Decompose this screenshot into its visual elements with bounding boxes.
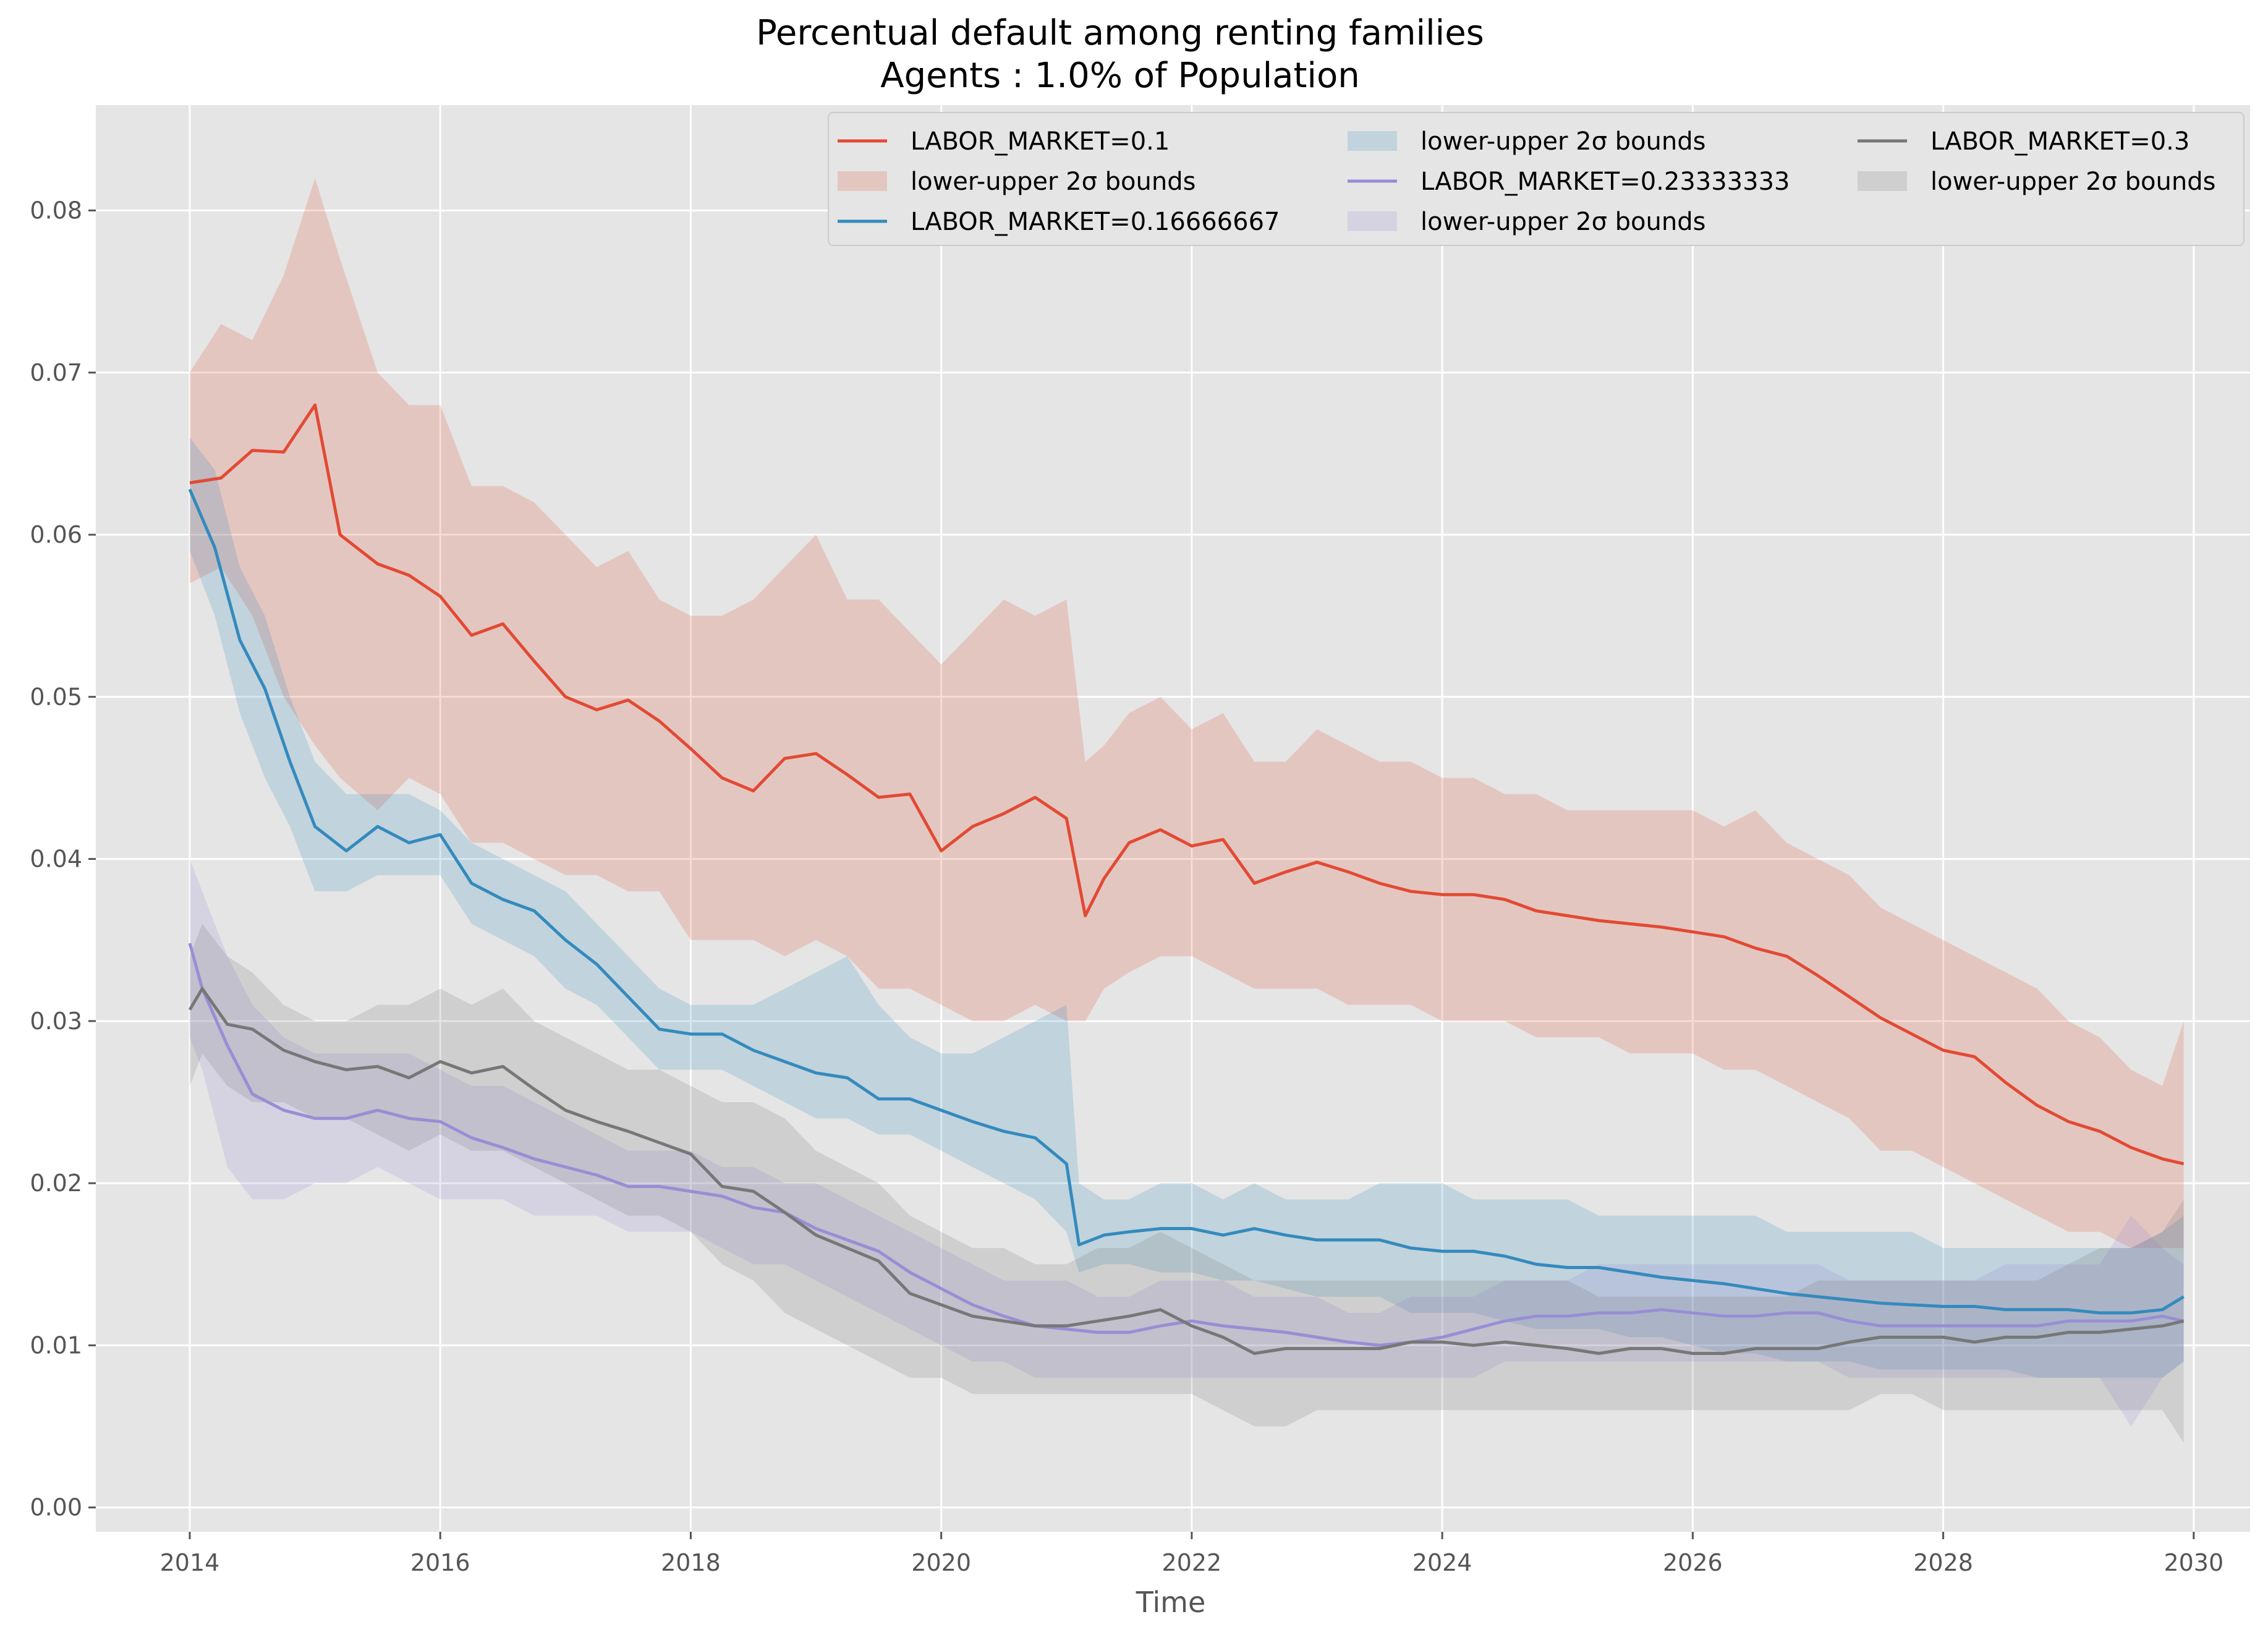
y-tick-label: 0.01 <box>30 1331 82 1359</box>
legend-band-swatch <box>838 171 887 191</box>
x-tick-label: 2020 <box>911 1549 971 1576</box>
legend-entry-band-3: lower-upper 2σ bounds <box>1348 208 1705 236</box>
legend-entry-line-4: LABOR_MARKET=0.3 <box>1858 127 2189 156</box>
x-tick-label: 2016 <box>410 1549 470 1576</box>
confidence-band-series-3 <box>189 859 2184 1427</box>
chart-title: Percentual default among renting familie… <box>756 13 1484 53</box>
x-tick-label: 2014 <box>160 1549 220 1576</box>
legend-entry-band-1: lower-upper 2σ bounds <box>838 168 1196 196</box>
legend-entry-line-2: LABOR_MARKET=0.16666667 <box>838 208 1280 236</box>
plot-area <box>96 105 2250 1532</box>
series-line-4 <box>188 987 2185 1355</box>
legend-band-swatch <box>1858 171 1907 191</box>
x-tick-label: 2026 <box>1663 1549 1723 1576</box>
legend-entry-line-3: LABOR_MARKET=0.23333333 <box>1348 168 1790 196</box>
y-tick-label: 0.06 <box>30 521 82 548</box>
legend-label: lower-upper 2σ bounds <box>1930 168 2215 196</box>
legend-label: lower-upper 2σ bounds <box>1421 127 1705 156</box>
legend-band-swatch <box>1348 131 1397 151</box>
legend-label: LABOR_MARKET=0.1 <box>911 127 1170 156</box>
y-tick-label: 0.07 <box>30 359 82 386</box>
y-tick-label: 0.00 <box>30 1494 82 1521</box>
legend-label: lower-upper 2σ bounds <box>911 168 1196 196</box>
confidence-band-series-1 <box>189 178 2184 1249</box>
x-tick-label: 2024 <box>1412 1549 1472 1576</box>
grid <box>96 105 2250 1532</box>
legend-label: LABOR_MARKET=0.3 <box>1930 127 2189 156</box>
x-tick-label: 2018 <box>661 1549 721 1576</box>
series-line-1 <box>189 403 2185 1166</box>
legend: LABOR_MARKET=0.1 lower-upper 2σ bounds LAB… <box>828 112 2245 246</box>
y-tick-label: 0.08 <box>30 197 82 224</box>
y-tick-label: 0.05 <box>30 683 82 710</box>
legend-entry-line-1: LABOR_MARKET=0.1 <box>838 127 1170 156</box>
x-tick-label: 2028 <box>1913 1549 1973 1576</box>
chart-subtitle: Agents : 1.0% of Population <box>880 56 1359 96</box>
x-tick-label: 2022 <box>1162 1549 1222 1576</box>
series-lines <box>188 403 2185 1355</box>
axis-ticks: 2014 2016 2018 2020 2022 2024 2026 2028 2030 0.00… <box>30 197 2223 1576</box>
legend-label: lower-upper 2σ bounds <box>1421 208 1705 236</box>
legend-entry-band-4: lower-upper 2σ bounds <box>1858 168 2215 196</box>
series-line-3 <box>188 943 2185 1347</box>
legend-label: LABOR_MARKET=0.23333333 <box>1421 168 1790 196</box>
legend-label: LABOR_MARKET=0.16666667 <box>911 208 1280 236</box>
y-tick-label: 0.04 <box>30 846 82 873</box>
x-axis-label: Time <box>1136 1586 1206 1619</box>
series-line-2 <box>188 488 2185 1315</box>
legend-frame <box>828 112 2245 246</box>
confidence-band-series-2 <box>189 437 2184 1378</box>
x-tick-label: 2030 <box>2164 1549 2223 1576</box>
legend-band-swatch <box>1348 211 1397 231</box>
y-tick-label: 0.02 <box>30 1170 82 1197</box>
legend-entry-band-2: lower-upper 2σ bounds <box>1348 127 1705 156</box>
y-tick-label: 0.03 <box>30 1008 82 1035</box>
